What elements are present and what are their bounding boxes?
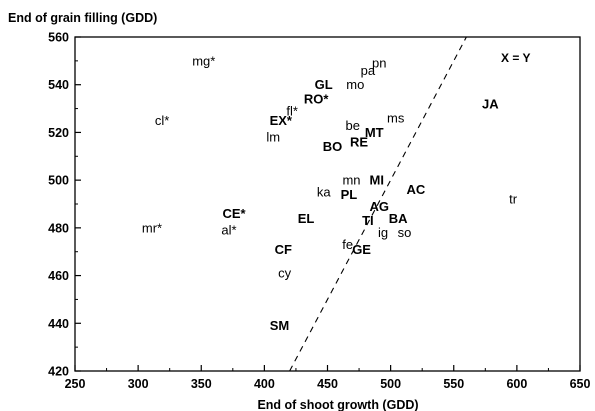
- data-point-label: lm: [266, 130, 280, 145]
- data-point-label: EX*: [270, 113, 293, 128]
- data-point-label: BA: [389, 211, 408, 226]
- data-point-label: AG: [370, 199, 390, 214]
- data-point-label: cy: [278, 266, 292, 281]
- data-point-label: RE: [350, 134, 368, 149]
- data-point-label: CF: [275, 242, 292, 257]
- data-point-label: mo: [346, 77, 364, 92]
- data-point-label: PL: [341, 187, 358, 202]
- x-tick-label: 250: [65, 377, 86, 391]
- x-axis-title: End of shoot growth (GDD): [257, 398, 418, 411]
- data-point-label: TI: [362, 213, 374, 228]
- data-point-label: AC: [406, 182, 425, 197]
- data-point-label: mr*: [142, 220, 162, 235]
- data-point-label: MI: [370, 173, 384, 188]
- x-tick-label: 600: [506, 377, 527, 391]
- x-tick-label: 500: [380, 377, 401, 391]
- y-tick-label: 460: [48, 269, 69, 283]
- data-point-label: GL: [315, 77, 333, 92]
- data-point-label: ig: [378, 225, 388, 240]
- data-point-label: CE*: [223, 206, 247, 221]
- data-point-label: pn: [372, 56, 386, 71]
- y-tick-label: 560: [48, 31, 69, 45]
- data-point-label: EL: [298, 211, 315, 226]
- y-tick-label: 420: [48, 365, 69, 379]
- x-tick-label: 400: [254, 377, 275, 391]
- y-tick-label: 440: [48, 317, 69, 331]
- x-tick-label: 350: [191, 377, 212, 391]
- data-point-label: al*: [221, 223, 236, 238]
- x-tick-label: 550: [443, 377, 464, 391]
- data-point-label: so: [398, 225, 412, 240]
- data-point-label: GE: [352, 242, 371, 257]
- data-point-label: SM: [270, 318, 290, 333]
- data-point-label: BO: [323, 139, 343, 154]
- y-axis-title: End of grain filling (GDD): [8, 11, 157, 25]
- data-point-label: mn: [342, 173, 360, 188]
- data-point-label: cl*: [155, 113, 169, 128]
- x-tick-label: 450: [317, 377, 338, 391]
- x-tick-label: 300: [128, 377, 149, 391]
- data-point-label: mg*: [192, 53, 215, 68]
- data-point-label: ms: [387, 111, 405, 126]
- data-point-label: RO*: [304, 92, 330, 107]
- x-tick-label: 650: [570, 377, 591, 391]
- data-point-label: ka: [317, 185, 332, 200]
- y-tick-label: 540: [48, 78, 69, 92]
- y-tick-label: 480: [48, 221, 69, 235]
- data-point-label: JA: [482, 96, 499, 111]
- data-point-label: tr: [509, 192, 518, 207]
- y-tick-label: 500: [48, 174, 69, 188]
- y-tick-label: 520: [48, 126, 69, 140]
- data-point-label: be: [346, 118, 360, 133]
- reference-line-label: X = Y: [501, 51, 530, 65]
